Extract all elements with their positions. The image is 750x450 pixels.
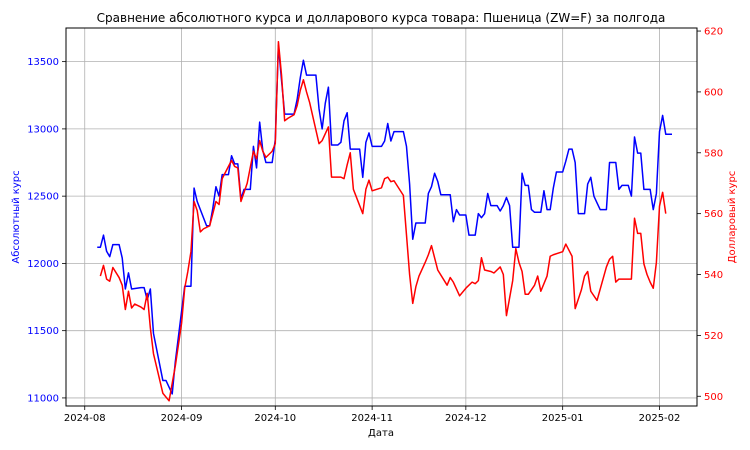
y-left-tick-label: 12500 xyxy=(27,192,59,203)
x-tick-label: 2024-08 xyxy=(64,413,106,424)
y-axis-left-label: Абсолютный курс xyxy=(11,170,22,263)
y-right-tick-label: 580 xyxy=(704,148,723,159)
chart-title: Сравнение абсолютного курса и долларовог… xyxy=(97,11,666,25)
x-tick-label: 2024-12 xyxy=(445,413,487,424)
y-left-tick-label: 12000 xyxy=(27,259,59,270)
plot-frame xyxy=(65,27,698,407)
y-left-tick-label: 11500 xyxy=(27,326,59,337)
y-right-tick-label: 520 xyxy=(704,331,723,342)
y-left-tick-label: 11000 xyxy=(27,393,59,404)
y-left-tick-label: 13000 xyxy=(27,124,59,135)
y-left-tick-label: 13500 xyxy=(27,57,59,68)
y-right-tick-label: 620 xyxy=(704,27,723,38)
x-tick-label: 2025-02 xyxy=(639,413,681,424)
x-tick-label: 2024-11 xyxy=(351,413,393,424)
x-axis: 2024-08 2024-09 2024-10 2024-11 2024-12 2025-… xyxy=(64,406,681,424)
x-tick-label: 2024-10 xyxy=(254,413,296,424)
x-tick-label: 2025-01 xyxy=(542,413,584,424)
series-group xyxy=(97,40,673,402)
y-axis-right-label: Долларовый курс xyxy=(727,171,738,264)
x-tick-label: 2024-09 xyxy=(161,413,203,424)
y-right-tick-label: 600 xyxy=(704,87,723,98)
x-axis-label: Дата xyxy=(368,428,394,439)
y-right-tick-label: 540 xyxy=(704,270,723,281)
y-axis-left: 11000 11500 12000 12500 13000 13500 xyxy=(27,57,66,404)
series-line-left xyxy=(97,44,673,395)
y-axis-right: 500 520 540 560 580 600 620 xyxy=(697,27,723,403)
series-line-right xyxy=(99,40,667,402)
y-right-tick-label: 560 xyxy=(704,209,723,220)
y-right-tick-label: 500 xyxy=(704,392,723,403)
